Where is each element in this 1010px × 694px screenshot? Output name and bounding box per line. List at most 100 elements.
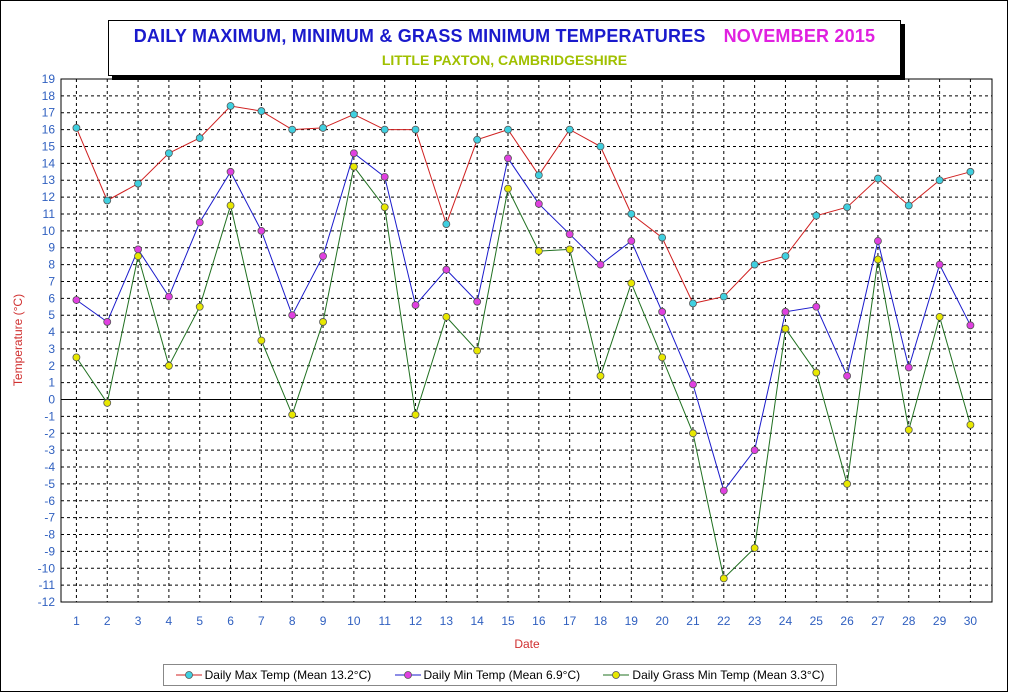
data-point	[935, 260, 944, 269]
x-tick-label: 15	[501, 614, 515, 628]
data-point	[349, 110, 358, 119]
y-tick-label: 5	[48, 308, 55, 322]
y-tick-label: 6	[48, 291, 55, 305]
data-point	[904, 426, 913, 434]
x-tick-label: 19	[625, 614, 639, 628]
x-tick-label: 11	[378, 614, 391, 628]
data-point	[473, 135, 482, 144]
legend-item: Daily Max Temp (Mean 13.2°C)	[175, 668, 372, 682]
data-point	[658, 233, 667, 242]
legend-swatch	[394, 671, 421, 679]
x-tick-label: 2	[104, 614, 111, 628]
data-point	[164, 361, 173, 370]
x-tick-label: 24	[779, 614, 793, 628]
series-group	[72, 162, 975, 583]
y-tick-label: -5	[44, 477, 55, 491]
y-tick-label: -7	[44, 511, 55, 525]
legend-label: Daily Max Temp (Mean 13.2°C)	[204, 668, 372, 682]
y-tick-label: 18	[42, 89, 56, 103]
y-tick-label: 4	[48, 325, 55, 339]
grid	[61, 79, 992, 602]
x-tick-label: 29	[933, 614, 947, 628]
data-point	[72, 124, 81, 132]
data-point	[627, 210, 636, 218]
data-point	[534, 247, 543, 255]
y-tick-label: 1	[48, 376, 55, 390]
x-tick-label: 21	[686, 614, 700, 628]
data-point	[195, 218, 204, 227]
legend-swatch	[175, 671, 202, 679]
y-tick-label: -11	[39, 578, 56, 592]
data-point	[565, 230, 574, 239]
data-point	[226, 201, 235, 210]
y-tick-label: 0	[48, 393, 55, 407]
x-axis-label: Date	[514, 637, 540, 651]
data-point	[72, 296, 81, 304]
y-tick-label: -12	[38, 595, 56, 609]
x-tick-label: 3	[135, 614, 142, 628]
data-point	[380, 172, 389, 181]
data-point	[565, 125, 574, 134]
data-point	[442, 220, 451, 228]
x-tick-label: 7	[258, 614, 265, 628]
data-point	[781, 324, 790, 333]
data-point	[164, 292, 173, 301]
data-point	[411, 301, 420, 309]
y-tick-label: 9	[48, 241, 55, 255]
data-point	[288, 410, 297, 419]
data-point	[504, 184, 512, 193]
data-point	[596, 142, 605, 151]
x-tick-label: 27	[871, 614, 885, 628]
data-point	[349, 149, 358, 158]
y-axis-label: Temperature (°C)	[11, 294, 25, 386]
y-tick-label: 17	[42, 106, 56, 120]
y-tick-label: 16	[42, 123, 56, 137]
tick-labels: -12-11-10-9-8-7-6-5-4-3-2-10123456789101…	[38, 72, 978, 628]
plot-border	[60, 78, 993, 603]
data-point	[781, 307, 790, 316]
x-tick-label: 5	[196, 614, 203, 628]
data-point	[719, 486, 728, 495]
data-point	[134, 252, 142, 261]
data-point	[781, 252, 790, 261]
data-point	[966, 167, 975, 176]
data-point	[966, 420, 975, 429]
x-tick-label: 6	[227, 614, 234, 628]
data-point	[596, 372, 605, 380]
data-point	[473, 297, 482, 306]
chart-month: NOVEMBER 2015	[723, 26, 876, 46]
data-point	[319, 124, 327, 132]
y-tick-label: -10	[38, 561, 56, 575]
y-tick-label: 14	[42, 156, 56, 170]
series-line	[75, 105, 971, 304]
data-point	[719, 574, 728, 583]
legend-item: Daily Grass Min Temp (Mean 3.3°C)	[603, 668, 824, 682]
legend: Daily Max Temp (Mean 13.2°C) Daily Min Te…	[163, 664, 837, 686]
data-point	[874, 255, 882, 264]
y-tick-label: 11	[43, 207, 56, 221]
data-point	[658, 307, 667, 316]
data-point	[627, 237, 636, 245]
data-point	[904, 363, 913, 372]
x-tick-label: 22	[717, 614, 731, 628]
x-tick-label: 12	[409, 614, 423, 628]
data-point	[534, 171, 543, 180]
x-tick-label: 1	[73, 614, 80, 628]
data-point	[658, 353, 667, 362]
data-point	[411, 410, 420, 419]
series-line	[75, 165, 971, 580]
data-point	[473, 346, 482, 355]
legend-label: Daily Grass Min Temp (Mean 3.3°C)	[632, 668, 825, 682]
y-tick-label: 15	[42, 139, 56, 153]
data-point	[750, 544, 759, 552]
y-tick-label: 2	[48, 359, 55, 373]
data-point	[565, 245, 574, 254]
series-group	[72, 149, 975, 495]
data-point	[226, 167, 235, 176]
x-tick-label: 25	[810, 614, 824, 628]
data-point	[380, 125, 389, 134]
data-point	[966, 321, 975, 330]
data-point	[843, 372, 852, 380]
y-tick-label: 7	[48, 274, 55, 288]
